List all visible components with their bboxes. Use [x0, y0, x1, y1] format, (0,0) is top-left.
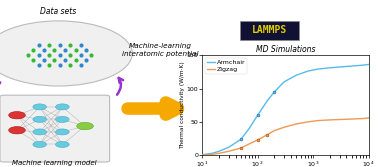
Armchair: [226, 146, 231, 148]
Armchair: [256, 114, 260, 116]
Legend: Armchair, Zigzag: Armchair, Zigzag: [205, 58, 247, 74]
Zigzag: [344, 118, 349, 120]
Circle shape: [56, 129, 69, 135]
Text: Data sets: Data sets: [40, 7, 77, 16]
Text: Machine learning model: Machine learning model: [12, 160, 97, 166]
Armchair: [305, 70, 310, 72]
Circle shape: [56, 104, 69, 110]
Zigzag: [200, 154, 204, 156]
Zigzag: [305, 121, 310, 123]
Text: LAMMPS: LAMMPS: [252, 26, 287, 35]
Circle shape: [0, 21, 132, 86]
Armchair: [265, 100, 270, 102]
Zigzag: [294, 123, 299, 125]
Zigzag: [315, 120, 320, 122]
Zigzag: [282, 126, 287, 128]
Circle shape: [77, 122, 93, 130]
Zigzag: [256, 139, 260, 141]
Armchair: [239, 138, 243, 140]
Armchair: [272, 91, 277, 93]
Armchair: [327, 67, 332, 69]
Zigzag: [226, 150, 231, 152]
Circle shape: [33, 129, 46, 135]
Armchair: [247, 128, 251, 130]
Armchair: [294, 74, 299, 76]
Circle shape: [56, 116, 69, 122]
Line: Armchair: Armchair: [202, 64, 369, 155]
FancyBboxPatch shape: [240, 21, 299, 40]
Title: MD Simulations: MD Simulations: [256, 45, 315, 54]
Circle shape: [9, 127, 25, 134]
Line: Zigzag: Zigzag: [202, 118, 369, 155]
Zigzag: [239, 147, 243, 149]
Armchair: [217, 150, 221, 152]
Circle shape: [33, 141, 46, 147]
Zigzag: [210, 153, 214, 155]
Circle shape: [9, 112, 25, 119]
Armchair: [315, 68, 320, 70]
Circle shape: [56, 141, 69, 147]
Zigzag: [272, 130, 277, 132]
Armchair: [282, 81, 287, 83]
Y-axis label: Thermal conductivity (W/m·K): Thermal conductivity (W/m·K): [180, 61, 185, 149]
Armchair: [200, 154, 204, 156]
Zigzag: [361, 118, 366, 120]
Circle shape: [33, 104, 46, 110]
Zigzag: [247, 143, 251, 145]
Zigzag: [265, 134, 270, 136]
Armchair: [361, 64, 366, 66]
Zigzag: [327, 119, 332, 121]
Armchair: [210, 152, 214, 154]
Armchair: [366, 63, 371, 65]
Circle shape: [33, 116, 46, 122]
Text: Machine-learning
interatomic potential: Machine-learning interatomic potential: [122, 43, 199, 57]
FancyBboxPatch shape: [0, 95, 110, 162]
Armchair: [344, 65, 349, 67]
Zigzag: [217, 152, 221, 154]
Zigzag: [366, 117, 371, 119]
